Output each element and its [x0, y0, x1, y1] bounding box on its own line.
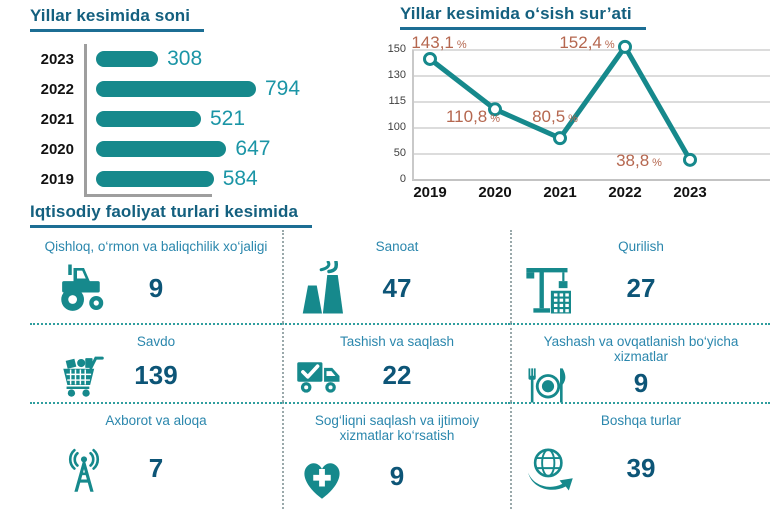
tractor-icon — [56, 261, 112, 317]
restaurant-icon — [522, 357, 574, 409]
y-axis-tick: 100 — [387, 121, 406, 133]
factory-icon — [294, 260, 350, 317]
bar-value: 308 — [167, 47, 203, 70]
bar-row: 2022 794 — [30, 74, 380, 104]
line-chart: 150 130 115 100 50 0 2019 2020 2021 2022… — [388, 33, 774, 236]
bar-row: 2020 647 — [30, 134, 380, 164]
point-data-label: 110,8% — [445, 107, 501, 126]
sector-value: 139 — [134, 360, 178, 391]
bar-value: 794 — [265, 77, 301, 100]
bar — [96, 111, 201, 127]
bar — [96, 141, 227, 157]
sector-value: 9 — [633, 367, 649, 398]
bar-row: 2019 584 — [30, 164, 380, 194]
point-data-label: 143,1% — [411, 33, 467, 52]
sector-label: Tashish va saqlash — [339, 334, 455, 349]
sector-label: Qishloq, o‘rmon va baliqchilik xo‘jaligi — [44, 239, 268, 254]
heart-cross-icon — [294, 448, 350, 504]
sector-card-accommodation-food: Yashash va ovqatlanish bo‘yicha xizmatla… — [510, 323, 770, 403]
x-axis-tick: 2020 — [478, 184, 512, 201]
x-axis-line — [84, 194, 212, 197]
x-axis-tick: 2023 — [673, 184, 707, 201]
sector-label: Axborot va aloqa — [105, 413, 207, 428]
sector-card-healthcare: Sog‘liqni saqlash va ijtimoiy xizmatlar … — [282, 402, 510, 509]
bar — [96, 51, 159, 67]
globe-arrow-icon — [522, 441, 578, 497]
bar-year-label: 2019 — [40, 170, 74, 188]
y-axis-tick: 130 — [387, 69, 406, 81]
y-axis-tick: 50 — [393, 147, 406, 159]
bar-value: 647 — [235, 137, 271, 160]
sector-value: 7 — [148, 453, 164, 484]
bar-value: 584 — [222, 167, 258, 190]
x-axis-tick: 2021 — [543, 184, 577, 201]
bar-row: 2023 308 — [30, 44, 380, 74]
sector-card-industry: Sanoat 47 — [282, 230, 510, 323]
line-chart-title: Yillar kesimida o‘sish sur’ati — [400, 4, 646, 30]
x-axis-tick: 2022 — [608, 184, 642, 201]
bar-year-label: 2020 — [40, 140, 74, 158]
bar-chart: 2023 308 2022 794 2021 521 2020 647 2019… — [30, 44, 380, 197]
sector-card-agriculture: Qishloq, o‘rmon va baliqchilik xo‘jaligi… — [30, 230, 282, 323]
shopping-cart-icon — [56, 350, 108, 402]
y-axis-tick: 115 — [388, 95, 406, 107]
point-data-label: 152,4% — [559, 33, 615, 52]
bar — [96, 171, 214, 187]
sector-value: 39 — [626, 453, 656, 484]
sector-label: Sanoat — [375, 239, 419, 254]
sectors-title: Iqtisodiy faoliyat turlari kesimida — [30, 202, 313, 228]
delivery-truck-icon — [294, 350, 346, 402]
x-axis-tick: 2019 — [413, 184, 447, 201]
sector-label: Boshqa turlar — [600, 413, 682, 428]
line-plot — [412, 39, 770, 181]
sector-value: 9 — [389, 460, 405, 491]
sector-value: 22 — [382, 360, 412, 391]
bar — [96, 81, 256, 97]
bar-chart-title: Yillar kesimida soni — [30, 6, 205, 32]
sector-label: Yashash va ovqatlanish bo‘yicha xizmatla… — [543, 334, 739, 365]
sector-value: 9 — [148, 273, 164, 304]
sector-card-trade: Savdo — [30, 323, 282, 402]
bar-year-label: 2022 — [40, 80, 74, 98]
sector-label: Sog‘liqni saqlash va ijtimoiy xizmatlar … — [314, 413, 480, 444]
sector-value: 27 — [626, 273, 656, 304]
sectors-grid: Qishloq, o‘rmon va baliqchilik xo‘jaligi… — [30, 230, 770, 509]
sector-label: Qurilish — [618, 239, 664, 254]
bar-value: 521 — [210, 107, 246, 130]
bar-row: 2021 521 — [30, 104, 380, 134]
point-data-label: 38,8% — [616, 151, 662, 170]
sector-card-construction: Qurilish — [510, 230, 770, 323]
sector-card-transport: Tashish va saqlash 22 — [282, 323, 510, 402]
bar-year-label: 2021 — [40, 110, 74, 128]
crane-icon — [522, 261, 578, 317]
sector-card-other: Boshqa turlar 39 — [510, 402, 770, 509]
bar-year-label: 2023 — [40, 50, 74, 68]
y-axis-tick: 0 — [399, 173, 406, 185]
point-data-label: 80,5% — [532, 107, 578, 126]
sector-value: 47 — [382, 273, 412, 304]
broadcast-tower-icon — [56, 441, 112, 497]
sector-card-information: Axborot va aloqa — [30, 402, 282, 509]
y-axis-tick: 150 — [387, 43, 406, 55]
sector-label: Savdo — [136, 334, 176, 349]
